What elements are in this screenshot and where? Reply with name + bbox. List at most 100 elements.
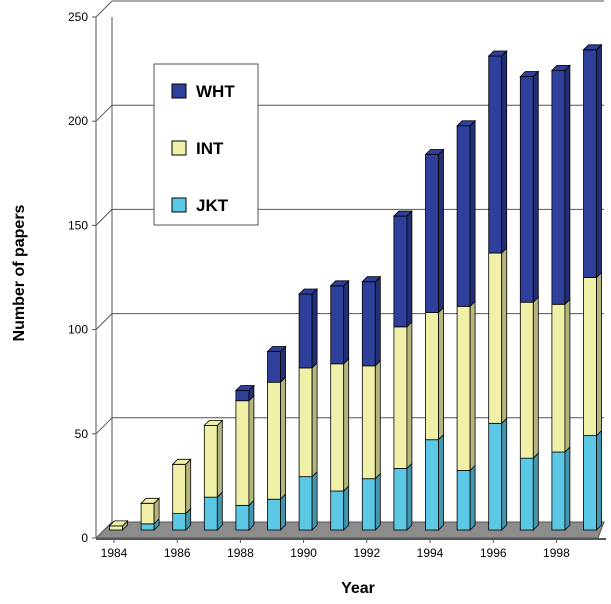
bar-side-face [406, 320, 413, 470]
bar-int-1989 [267, 376, 286, 501]
bar-front-face [551, 69, 566, 305]
bar-front-face [298, 293, 313, 369]
bar-wht-1993 [393, 210, 413, 328]
bar-top-1994 [424, 149, 445, 155]
bar-front-face [583, 435, 597, 531]
bar-front-face [393, 326, 408, 469]
bar-side-face [532, 452, 539, 531]
bar-top-1993 [392, 210, 413, 217]
bar-front-face [519, 457, 534, 531]
bar-side-face [374, 275, 381, 367]
bar-side-face [469, 300, 476, 472]
bar-top-1984 [108, 520, 129, 527]
bar-jkt-1996 [488, 417, 508, 531]
x-tick-label-1998: 1998 [543, 546, 570, 560]
bar-side-face [185, 458, 192, 515]
bar-front-face [330, 363, 345, 492]
gridline-diagonal [95, 417, 113, 435]
bar-side-face [311, 361, 318, 478]
bar-front-face [361, 365, 376, 480]
bar-int-1988 [235, 394, 255, 507]
bar-front-face [235, 504, 250, 531]
bar-int-1990 [298, 361, 318, 478]
bar-int-1994 [425, 306, 444, 441]
bar-int-1985 [140, 497, 160, 525]
bar-front-face [393, 215, 408, 328]
bar-front-face [203, 424, 218, 498]
bar-top-1996 [487, 50, 508, 57]
bar-top-1992 [361, 276, 382, 283]
bar-side-face [596, 271, 602, 437]
bar-side-face [501, 50, 508, 254]
y-tick-label: 250 [68, 10, 88, 24]
bar-jkt-1987 [203, 491, 223, 531]
bar-front-face [551, 303, 566, 453]
bar-side-face [596, 429, 602, 531]
legend-box [153, 63, 259, 226]
bar-jkt-1997 [519, 452, 539, 531]
bar-top-1989 [266, 346, 287, 352]
x-axis-line [96, 538, 606, 540]
bar-side-face [438, 306, 444, 441]
bar-wht-1996 [488, 50, 508, 254]
bar-side-face [216, 491, 223, 531]
bar-front-face [456, 125, 471, 307]
bar-side-face [248, 394, 255, 507]
bar-side-face [438, 433, 444, 531]
bar-top-1988 [234, 385, 255, 391]
bar-front-face [298, 367, 313, 478]
bar-side-face [406, 462, 413, 531]
legend-swatch-int [171, 140, 187, 156]
bar-top-1997 [519, 71, 540, 77]
bar-front-face [330, 285, 345, 365]
x-tick-label-1984: 1984 [101, 546, 128, 560]
bar-front-face [267, 498, 281, 531]
bar-front-face [583, 49, 597, 279]
bar-front-face [267, 381, 281, 500]
bar-top-1986 [171, 458, 192, 465]
bar-jkt-1994 [425, 433, 444, 531]
bar-top-1985 [140, 497, 161, 504]
bar-top-1999 [582, 44, 603, 51]
legend-label-jkt: JKT [196, 196, 229, 215]
bar-side-face [532, 70, 539, 304]
y-tick-label: 200 [68, 114, 88, 128]
legend-swatch-wht [171, 83, 187, 99]
bar-side-face [438, 148, 444, 314]
bar-jkt-1998 [551, 446, 571, 531]
bar-wht-1992 [361, 275, 381, 367]
bar-front-face [488, 422, 503, 531]
x-tick-label-1992: 1992 [353, 546, 380, 560]
bar-side-face [501, 417, 508, 531]
bar-front-face [267, 351, 281, 383]
bar-front-face [519, 76, 534, 303]
bar-front-face [109, 525, 123, 531]
bar-int-1993 [393, 320, 413, 470]
bar-side-face [311, 470, 318, 531]
bar-int-1986 [172, 458, 192, 515]
bar-side-face [374, 472, 381, 531]
bar-side-face [501, 247, 508, 425]
bar-side-face [280, 345, 286, 384]
bar-int-1995 [456, 300, 476, 472]
bar-front-face [488, 252, 503, 424]
x-tick-label-1990: 1990 [290, 546, 317, 560]
bar-front-face [361, 478, 376, 531]
y-tick-label: 150 [68, 218, 88, 232]
bar-side-face [311, 288, 318, 369]
bar-int-1996 [488, 247, 508, 425]
bar-front-face [172, 463, 187, 514]
bar-top-1998 [550, 64, 571, 71]
x-tick-label-1996: 1996 [480, 546, 507, 560]
bar-jkt-1992 [361, 472, 381, 531]
y-tick-label: 100 [68, 323, 88, 337]
gridline-diagonal [95, 0, 113, 18]
bar-side-face [374, 359, 381, 480]
bar-front-face [361, 281, 376, 367]
bar-jkt-1986 [172, 507, 192, 531]
legend-label-wht: WHT [196, 82, 235, 101]
bar-side-face [532, 296, 539, 460]
bar-wht-1998 [551, 64, 571, 306]
bar-front-face [330, 490, 345, 531]
